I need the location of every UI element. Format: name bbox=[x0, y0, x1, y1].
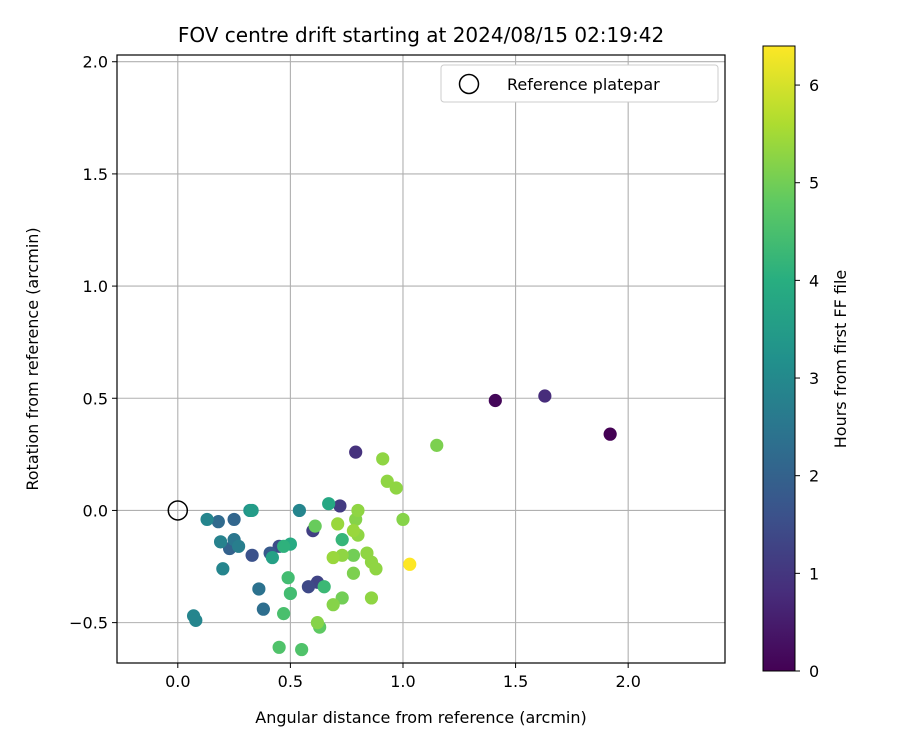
data-point bbox=[308, 519, 322, 533]
y-tick-label: 2.0 bbox=[83, 53, 108, 72]
colorbar-tick-label: 2 bbox=[809, 467, 819, 486]
data-point bbox=[335, 591, 349, 605]
x-tick-label: 1.5 bbox=[503, 672, 528, 691]
data-point bbox=[211, 515, 225, 529]
plot-frame bbox=[116, 54, 726, 664]
x-tick-label: 1.0 bbox=[390, 672, 415, 691]
legend-marker-icon bbox=[458, 73, 480, 95]
legend-box bbox=[440, 64, 719, 103]
legend: Reference platepar bbox=[440, 64, 719, 103]
data-point bbox=[389, 481, 403, 495]
data-point bbox=[256, 602, 270, 616]
data-point bbox=[277, 607, 291, 621]
data-point bbox=[333, 499, 347, 513]
data-point bbox=[265, 550, 279, 565]
data-point bbox=[281, 571, 295, 585]
data-point bbox=[272, 640, 286, 654]
data-point bbox=[349, 445, 363, 459]
data-point bbox=[301, 580, 316, 594]
colorbar-tick-label: 1 bbox=[809, 564, 819, 583]
data-point bbox=[322, 497, 336, 511]
x-axis-label: Angular distance from reference (arcmin) bbox=[255, 708, 586, 727]
data-point bbox=[295, 642, 309, 657]
data-point bbox=[317, 580, 331, 594]
data-point bbox=[346, 524, 361, 538]
data-point bbox=[252, 582, 266, 596]
colorbar: 0 1 2 3 4 5 6 Hours from first FF file bbox=[762, 45, 850, 681]
data-point bbox=[351, 503, 365, 518]
data-point bbox=[326, 598, 340, 612]
y-tick-label: 0.5 bbox=[83, 389, 108, 408]
data-point bbox=[292, 503, 306, 518]
data-point bbox=[213, 535, 228, 549]
y-tick-label: 0.0 bbox=[83, 501, 108, 520]
colorbar-tick-label: 3 bbox=[809, 369, 819, 388]
colorbar-tick-label: 5 bbox=[809, 174, 819, 193]
data-point bbox=[364, 591, 379, 605]
y-axis-label: Rotation from reference (arcmin) bbox=[23, 227, 42, 490]
data-point bbox=[189, 613, 203, 627]
data-point bbox=[396, 512, 410, 527]
data-point bbox=[430, 438, 444, 452]
data-point bbox=[310, 616, 325, 630]
data-point bbox=[277, 539, 291, 553]
data-point bbox=[283, 586, 297, 601]
data-point bbox=[346, 566, 361, 580]
data-point bbox=[369, 562, 383, 576]
reference-platepar-marker bbox=[167, 500, 189, 521]
x-tick-label: 0.0 bbox=[165, 672, 190, 691]
y-tick-label: 1.0 bbox=[83, 277, 108, 296]
data-point bbox=[346, 548, 361, 562]
data-point bbox=[538, 389, 552, 403]
legend-entry-reference: Reference platepar bbox=[507, 75, 660, 94]
data-point bbox=[326, 550, 340, 565]
data-point bbox=[216, 562, 230, 576]
data-point bbox=[245, 548, 259, 562]
data-point bbox=[488, 393, 502, 408]
colorbar-tick-label: 4 bbox=[809, 271, 819, 290]
data-points bbox=[186, 389, 617, 657]
x-axis-ticks: 0.0 0.5 1.0 1.5 2.0 bbox=[165, 663, 641, 691]
colorbar-tick-label: 0 bbox=[809, 662, 819, 681]
data-point bbox=[331, 517, 345, 531]
data-point bbox=[245, 503, 259, 518]
y-tick-label: 1.5 bbox=[83, 165, 108, 184]
data-point bbox=[200, 512, 214, 527]
data-point bbox=[227, 512, 241, 527]
data-point bbox=[335, 533, 349, 547]
x-tick-label: 2.0 bbox=[615, 672, 640, 691]
data-point bbox=[403, 557, 417, 571]
colorbar-gradient bbox=[762, 45, 796, 672]
data-point bbox=[232, 539, 246, 553]
data-point bbox=[603, 427, 617, 441]
colorbar-tick-label: 6 bbox=[809, 76, 819, 95]
chart-title: FOV centre drift starting at 2024/08/15 … bbox=[178, 23, 664, 47]
y-tick-label: −0.5 bbox=[69, 614, 108, 633]
colorbar-ticks: 0 1 2 3 4 5 6 bbox=[795, 76, 819, 681]
y-axis-ticks: −0.5 0.0 0.5 1.0 1.5 2.0 bbox=[69, 53, 117, 633]
colorbar-label: Hours from first FF file bbox=[831, 270, 850, 449]
grid-lines bbox=[117, 55, 725, 663]
data-point bbox=[380, 474, 394, 488]
data-point bbox=[376, 452, 390, 466]
x-tick-label: 0.5 bbox=[278, 672, 303, 691]
